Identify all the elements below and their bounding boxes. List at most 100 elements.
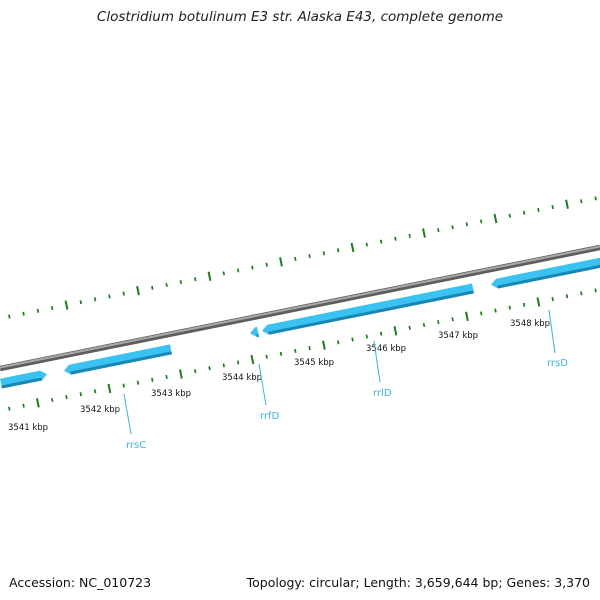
minor-tick	[36, 308, 40, 313]
minor-tick	[551, 205, 554, 210]
minor-tick	[22, 311, 25, 316]
major-tick	[64, 300, 69, 310]
kbp-label: 3548 kbp	[510, 319, 550, 329]
minor-tick	[379, 331, 383, 336]
minor-tick	[551, 297, 554, 302]
minor-tick	[50, 305, 54, 311]
minor-tick	[108, 294, 111, 299]
minor-tick	[351, 337, 354, 342]
minor-tick	[136, 380, 140, 385]
major-tick	[36, 398, 40, 408]
kbp-labels: 3541 kbp 3542 kbp 3543 kbp 3544 kbp 3545…	[8, 319, 550, 433]
minor-tick	[308, 346, 311, 351]
minor-tick	[365, 242, 369, 247]
leader-line-rrsC	[123, 393, 132, 435]
gene-arrow-rrlD-shade	[268, 290, 474, 335]
minor-tick	[479, 311, 483, 316]
map-title: Clostridium botulinum E3 str. Alaska E43…	[96, 9, 504, 25]
gene-label-rrsC: rrsC	[126, 440, 146, 451]
leader-line-rrlD	[373, 340, 381, 383]
minor-tick	[451, 225, 454, 230]
outer-tick-track	[8, 196, 597, 319]
kbp-label: 3542 kbp	[80, 405, 120, 415]
major-tick	[465, 311, 469, 322]
minor-tick	[294, 256, 297, 261]
major-tick	[250, 354, 255, 365]
minor-tick	[222, 271, 226, 276]
minor-tick	[193, 277, 197, 282]
minor-tick	[522, 210, 526, 215]
minor-tick	[408, 325, 411, 330]
minor-tick	[580, 199, 583, 204]
inner-tick-track	[8, 288, 597, 411]
major-tick	[565, 199, 569, 209]
kbp-label: 3547 kbp	[438, 331, 478, 341]
minor-tick	[8, 314, 11, 319]
major-tick	[493, 213, 498, 224]
kbp-label: 3546 kbp	[366, 344, 406, 354]
minor-tick	[336, 340, 340, 345]
gene-arrow-rrsC-shade	[70, 351, 172, 375]
minor-tick	[22, 403, 25, 408]
major-tick	[207, 271, 212, 281]
minor-tick	[236, 268, 240, 273]
minor-tick	[8, 406, 11, 411]
topology-text: Topology: circular; Length: 3,659,644 bp…	[246, 575, 590, 590]
gene-arrow-rrsD	[491, 257, 600, 289]
minor-tick	[594, 288, 597, 293]
leader-line-rrsD	[548, 309, 556, 354]
gene-track	[0, 257, 600, 389]
minor-tick	[451, 317, 454, 322]
major-tick	[279, 257, 283, 267]
kbp-label: 3545 kbp	[294, 358, 334, 368]
minor-tick	[151, 285, 154, 290]
minor-tick	[251, 265, 254, 270]
gene-arrow-rrsD-shade	[497, 264, 600, 289]
kbp-label: 3541 kbp	[8, 423, 48, 433]
major-tick	[179, 369, 183, 379]
gene-label-rrlD: rrlD	[373, 388, 392, 399]
gene-label-rrsD: rrsD	[547, 358, 568, 369]
minor-tick	[580, 291, 583, 296]
minor-tick	[336, 248, 340, 253]
accession-text: Accession: NC_010723	[9, 575, 152, 590]
major-tick	[393, 326, 398, 336]
minor-tick	[479, 219, 483, 224]
minor-tick	[422, 322, 426, 328]
minor-tick	[222, 363, 226, 368]
major-tick	[322, 340, 326, 350]
minor-tick	[322, 251, 326, 256]
kbp-label: 3543 kbp	[151, 389, 191, 399]
minor-tick	[594, 196, 597, 201]
minor-tick	[279, 351, 283, 356]
minor-tick	[494, 308, 497, 313]
minor-tick	[437, 320, 440, 325]
minor-tick	[93, 297, 97, 302]
gene-arrow-0-shade	[1, 377, 42, 389]
gene-arrow-rrlD	[262, 283, 474, 335]
minor-tick	[208, 366, 211, 371]
minor-tick	[193, 369, 197, 374]
minor-tick	[79, 300, 83, 305]
minor-tick	[508, 305, 512, 310]
minor-tick	[565, 294, 569, 299]
minor-tick	[122, 291, 125, 296]
minor-tick	[465, 222, 469, 227]
gene-arrow-rrsC	[64, 344, 172, 375]
minor-tick	[65, 395, 68, 400]
major-tick	[422, 228, 426, 238]
minor-tick	[394, 236, 397, 241]
minor-tick	[265, 262, 268, 267]
minor-tick	[236, 360, 240, 365]
minor-tick	[365, 334, 369, 339]
minor-tick	[122, 383, 125, 388]
minor-tick	[93, 389, 97, 394]
minor-tick	[537, 207, 540, 212]
minor-tick	[308, 254, 311, 259]
minor-tick	[165, 282, 168, 287]
major-tick	[536, 297, 541, 307]
major-tick	[107, 383, 112, 394]
minor-tick	[179, 279, 183, 285]
leader-line-rrfD	[258, 363, 267, 406]
